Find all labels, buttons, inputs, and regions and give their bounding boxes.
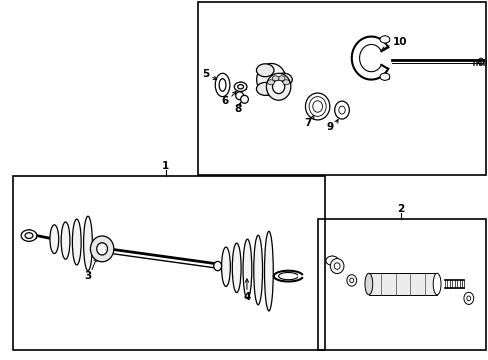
- Text: 10: 10: [392, 37, 407, 47]
- Ellipse shape: [346, 275, 356, 286]
- Ellipse shape: [349, 278, 353, 283]
- Ellipse shape: [334, 101, 348, 119]
- Text: 4: 4: [243, 292, 250, 302]
- Text: 7: 7: [304, 118, 311, 128]
- Circle shape: [234, 82, 246, 91]
- Circle shape: [274, 73, 292, 86]
- Ellipse shape: [97, 243, 107, 255]
- Ellipse shape: [243, 239, 251, 299]
- Ellipse shape: [466, 296, 470, 301]
- Bar: [317, 220, 485, 350]
- Ellipse shape: [264, 231, 273, 311]
- Ellipse shape: [308, 96, 325, 116]
- Ellipse shape: [330, 258, 343, 274]
- Ellipse shape: [90, 236, 114, 262]
- Text: 3: 3: [84, 271, 91, 281]
- Bar: [198, 3, 485, 175]
- Ellipse shape: [312, 101, 322, 112]
- Circle shape: [325, 256, 338, 265]
- Circle shape: [267, 80, 274, 85]
- Ellipse shape: [219, 79, 225, 91]
- Circle shape: [379, 36, 389, 43]
- Bar: [13, 176, 325, 350]
- Ellipse shape: [50, 225, 59, 253]
- Text: 5: 5: [202, 69, 209, 79]
- Ellipse shape: [83, 216, 92, 271]
- Text: 1: 1: [162, 161, 169, 171]
- Text: 9: 9: [325, 122, 333, 132]
- Circle shape: [379, 73, 389, 80]
- Ellipse shape: [72, 219, 81, 265]
- Ellipse shape: [221, 247, 230, 287]
- Text: 2: 2: [396, 204, 404, 214]
- Ellipse shape: [478, 58, 483, 65]
- Ellipse shape: [253, 235, 262, 305]
- Circle shape: [256, 64, 273, 77]
- Circle shape: [25, 233, 33, 238]
- Ellipse shape: [61, 222, 70, 259]
- Circle shape: [21, 230, 37, 241]
- Ellipse shape: [305, 93, 329, 120]
- Ellipse shape: [240, 95, 248, 103]
- Ellipse shape: [266, 73, 290, 100]
- Ellipse shape: [364, 273, 372, 295]
- Ellipse shape: [333, 263, 339, 269]
- Circle shape: [272, 76, 279, 81]
- Ellipse shape: [338, 106, 345, 114]
- Ellipse shape: [213, 261, 221, 271]
- Text: 6: 6: [221, 96, 228, 106]
- Ellipse shape: [463, 292, 473, 305]
- Ellipse shape: [235, 92, 243, 100]
- Circle shape: [237, 85, 243, 89]
- Circle shape: [282, 80, 289, 85]
- Ellipse shape: [232, 243, 241, 293]
- Ellipse shape: [256, 63, 285, 96]
- Circle shape: [256, 82, 273, 95]
- Bar: [368, 273, 436, 295]
- Circle shape: [278, 76, 285, 81]
- Text: 8: 8: [234, 104, 241, 114]
- Ellipse shape: [432, 273, 440, 295]
- Ellipse shape: [215, 73, 229, 96]
- Ellipse shape: [272, 80, 284, 94]
